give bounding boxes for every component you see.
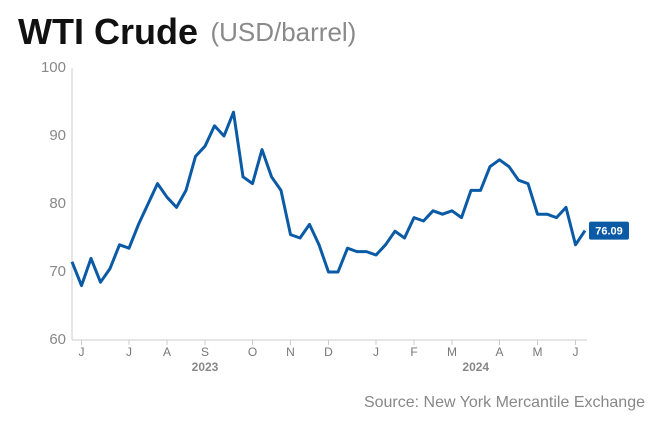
y-tick-label: 60 (49, 331, 66, 348)
y-tick-label: 90 (49, 127, 66, 144)
y-tick-label: 70 (49, 263, 66, 280)
x-tick-label: F (410, 345, 417, 359)
price-line (70, 110, 587, 288)
x-tick-label: J (373, 345, 379, 359)
chart-heading: WTI Crude (USD/barrel) (18, 11, 356, 52)
x-tick-label: S (201, 345, 209, 359)
x-tick-label: M (447, 345, 457, 359)
x-tick-label: M (533, 345, 543, 359)
year-label: 2023 (192, 360, 219, 374)
y-tick-label: 80 (49, 195, 66, 212)
last-value-box (589, 221, 629, 240)
last-value-label: 76.09 (595, 225, 623, 237)
x-tick-label: J (79, 345, 85, 359)
x-tick-label: J (126, 345, 132, 359)
x-tick-label: A (495, 345, 503, 359)
x-tick-label: D (324, 345, 333, 359)
x-tick-label: N (286, 345, 295, 359)
x-tick-label: O (248, 345, 257, 359)
chart-title: WTI Crude (18, 11, 198, 52)
chart-unit: (USD/barrel) (210, 17, 356, 47)
x-tick-label: J (573, 345, 579, 359)
y-tick-label: 100 (41, 59, 66, 76)
year-label: 2024 (462, 360, 489, 374)
source: Source: New York Mercantile Exchange (364, 394, 645, 411)
x-tick-label: A (163, 345, 171, 359)
